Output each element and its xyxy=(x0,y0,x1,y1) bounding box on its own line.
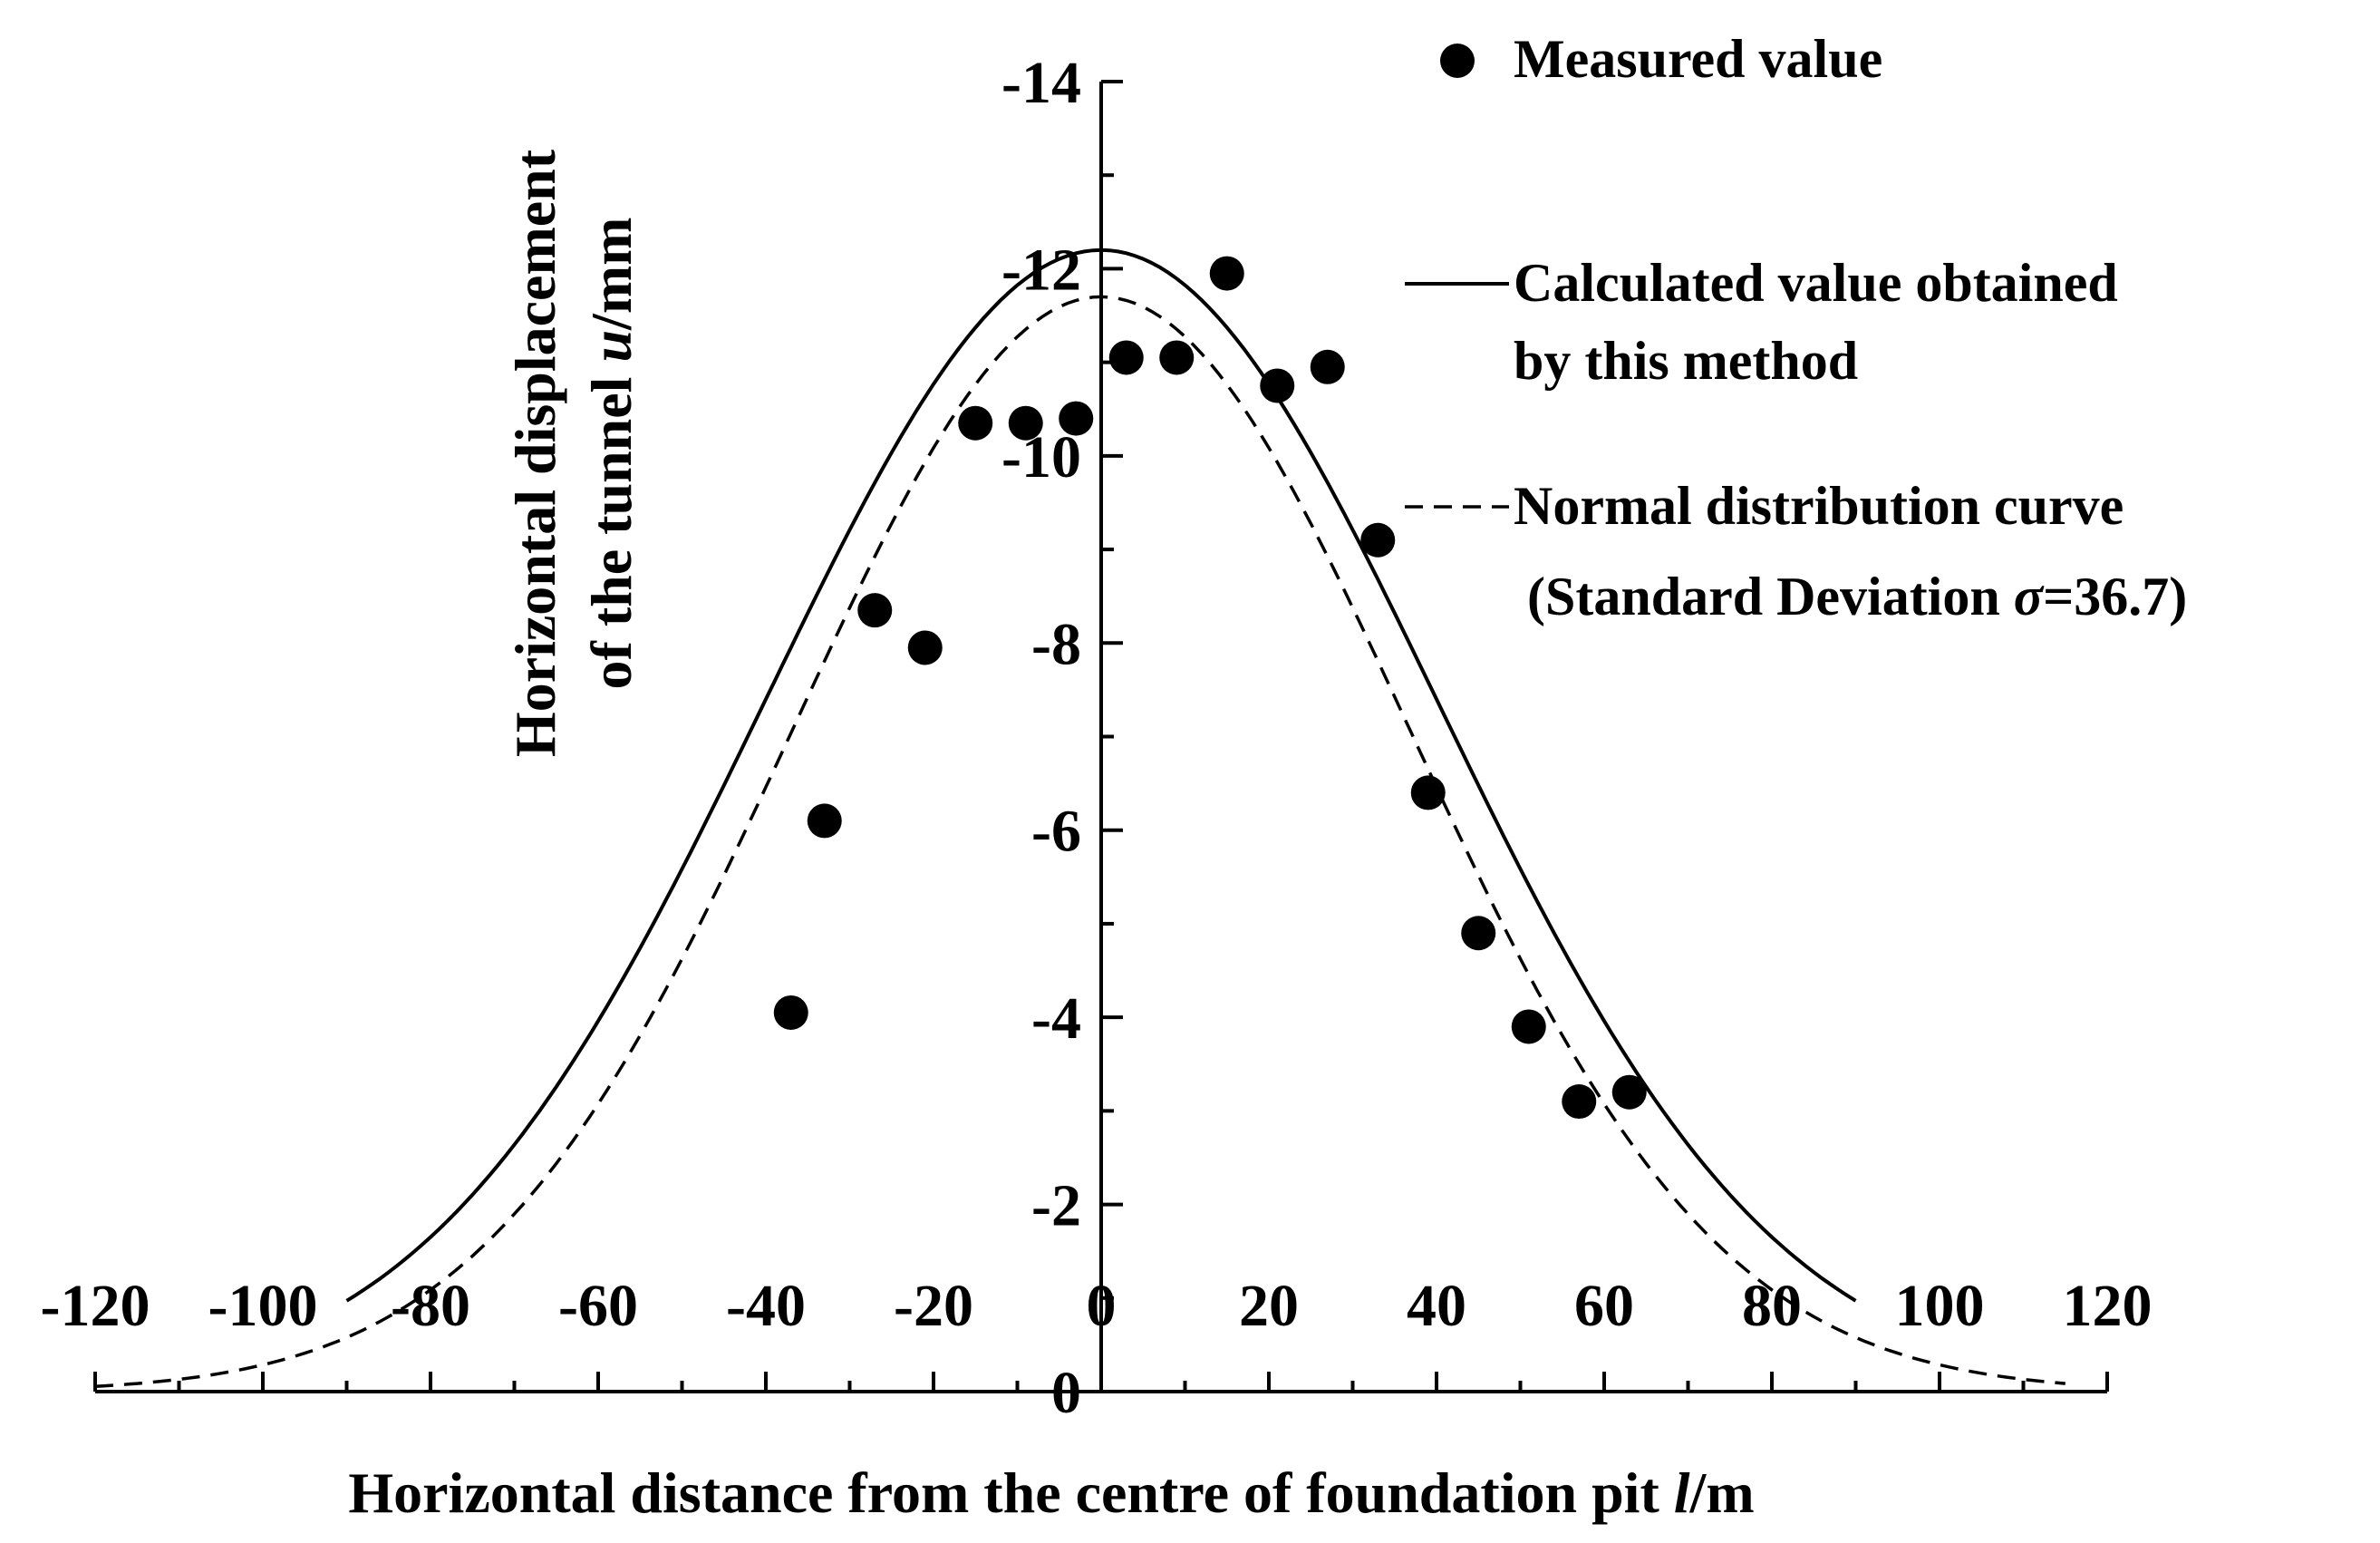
y-axis-title-line1: Horizontal displacement xyxy=(503,149,567,757)
measured-point xyxy=(1209,256,1244,291)
x-tick-label: 80 xyxy=(1742,1273,1802,1339)
y-tick-label: -2 xyxy=(1031,1173,1081,1239)
y-tick-label: -6 xyxy=(1031,799,1081,865)
legend-normal-label-suffix: =36.7) xyxy=(2043,567,2187,626)
measured-point xyxy=(1511,1009,1546,1044)
x-tick-label: -120 xyxy=(41,1273,150,1339)
x-tick-label: -40 xyxy=(726,1273,806,1339)
x-axis-title-unit: /m xyxy=(1689,1461,1755,1525)
curves xyxy=(94,247,2066,1388)
y-axis-title-line2-unit: /mm xyxy=(579,218,643,331)
measured-point xyxy=(1260,368,1295,403)
measured-point xyxy=(857,593,893,628)
measured-point xyxy=(1562,1084,1597,1120)
measured-point xyxy=(1159,340,1195,375)
legend-calculated-label-line1: Calculated value obtained xyxy=(1514,253,2118,313)
normal-distribution-curve xyxy=(94,295,2066,1388)
legend-normal-label-line1: Normal distribution curve xyxy=(1514,476,2124,536)
axes: -120 -100 -80 -60 -40 -20 0 20 40 60 80 100 120 0-2-… xyxy=(41,50,2153,1426)
legend-normal-label-prefix: (Standard Deviation xyxy=(1514,567,2014,626)
measured-point xyxy=(1108,340,1144,375)
measured-point xyxy=(1310,349,1345,384)
measured-point xyxy=(807,803,842,839)
x-ticks: -120 -100 -80 -60 -40 -20 0 20 40 60 80 100 120 xyxy=(41,1273,2153,1392)
x-tick-label: 60 xyxy=(1574,1273,1634,1339)
x-tick-label: 0 xyxy=(1087,1273,1117,1339)
measured-point xyxy=(1410,775,1446,810)
x-tick-label: 100 xyxy=(1895,1273,1985,1339)
measured-points xyxy=(773,256,1647,1120)
measured-point xyxy=(1461,916,1496,951)
measured-point xyxy=(1611,1074,1647,1110)
measured-point xyxy=(958,405,993,441)
legend: Measured value Calculated value obtained… xyxy=(1405,29,2187,626)
measured-point xyxy=(1008,405,1043,441)
x-tick-label: 120 xyxy=(2063,1273,2153,1339)
y-axis-title-line2-prefix: of the tunnel xyxy=(579,363,643,690)
x-tick-label: -60 xyxy=(558,1273,638,1339)
legend-measured-marker xyxy=(1440,44,1475,78)
x-axis-title: Horizontal distance from the centre of f… xyxy=(348,1461,1754,1525)
measured-point xyxy=(773,995,808,1030)
legend-measured-label: Measured value xyxy=(1514,29,1882,89)
measured-point xyxy=(907,630,943,665)
y-axis-title-line2: of the tunnel u/mm xyxy=(579,218,643,690)
measured-point xyxy=(1059,401,1094,436)
x-tick-label: 40 xyxy=(1407,1273,1466,1339)
legend-calculated-label-line2: by this method xyxy=(1514,331,1858,391)
y-axis-title-line2-var: u xyxy=(579,330,643,363)
calculated-value-curve xyxy=(345,247,1857,1303)
x-tick-label: -20 xyxy=(894,1273,973,1339)
x-tick-label: -80 xyxy=(391,1273,470,1339)
legend-normal-sigma: σ xyxy=(2014,567,2045,626)
y-tick-label: -4 xyxy=(1031,985,1081,1052)
y-tick-label: -8 xyxy=(1031,611,1081,677)
measured-point xyxy=(1360,522,1396,558)
x-tick-label: 20 xyxy=(1239,1273,1299,1339)
y-axis-title: Horizontal displacement of the tunnel u/… xyxy=(503,149,643,757)
y-tick-label: -14 xyxy=(1001,50,1081,116)
y-tick-label: 0 xyxy=(1051,1360,1081,1426)
x-axis-title-prefix: Horizontal distance from the centre of f… xyxy=(348,1461,1673,1525)
x-axis-title-var: l xyxy=(1674,1461,1690,1525)
legend-normal-label-line2: (Standard Deviation σ=36.7) xyxy=(1514,567,2187,626)
x-tick-label: -100 xyxy=(208,1273,318,1339)
